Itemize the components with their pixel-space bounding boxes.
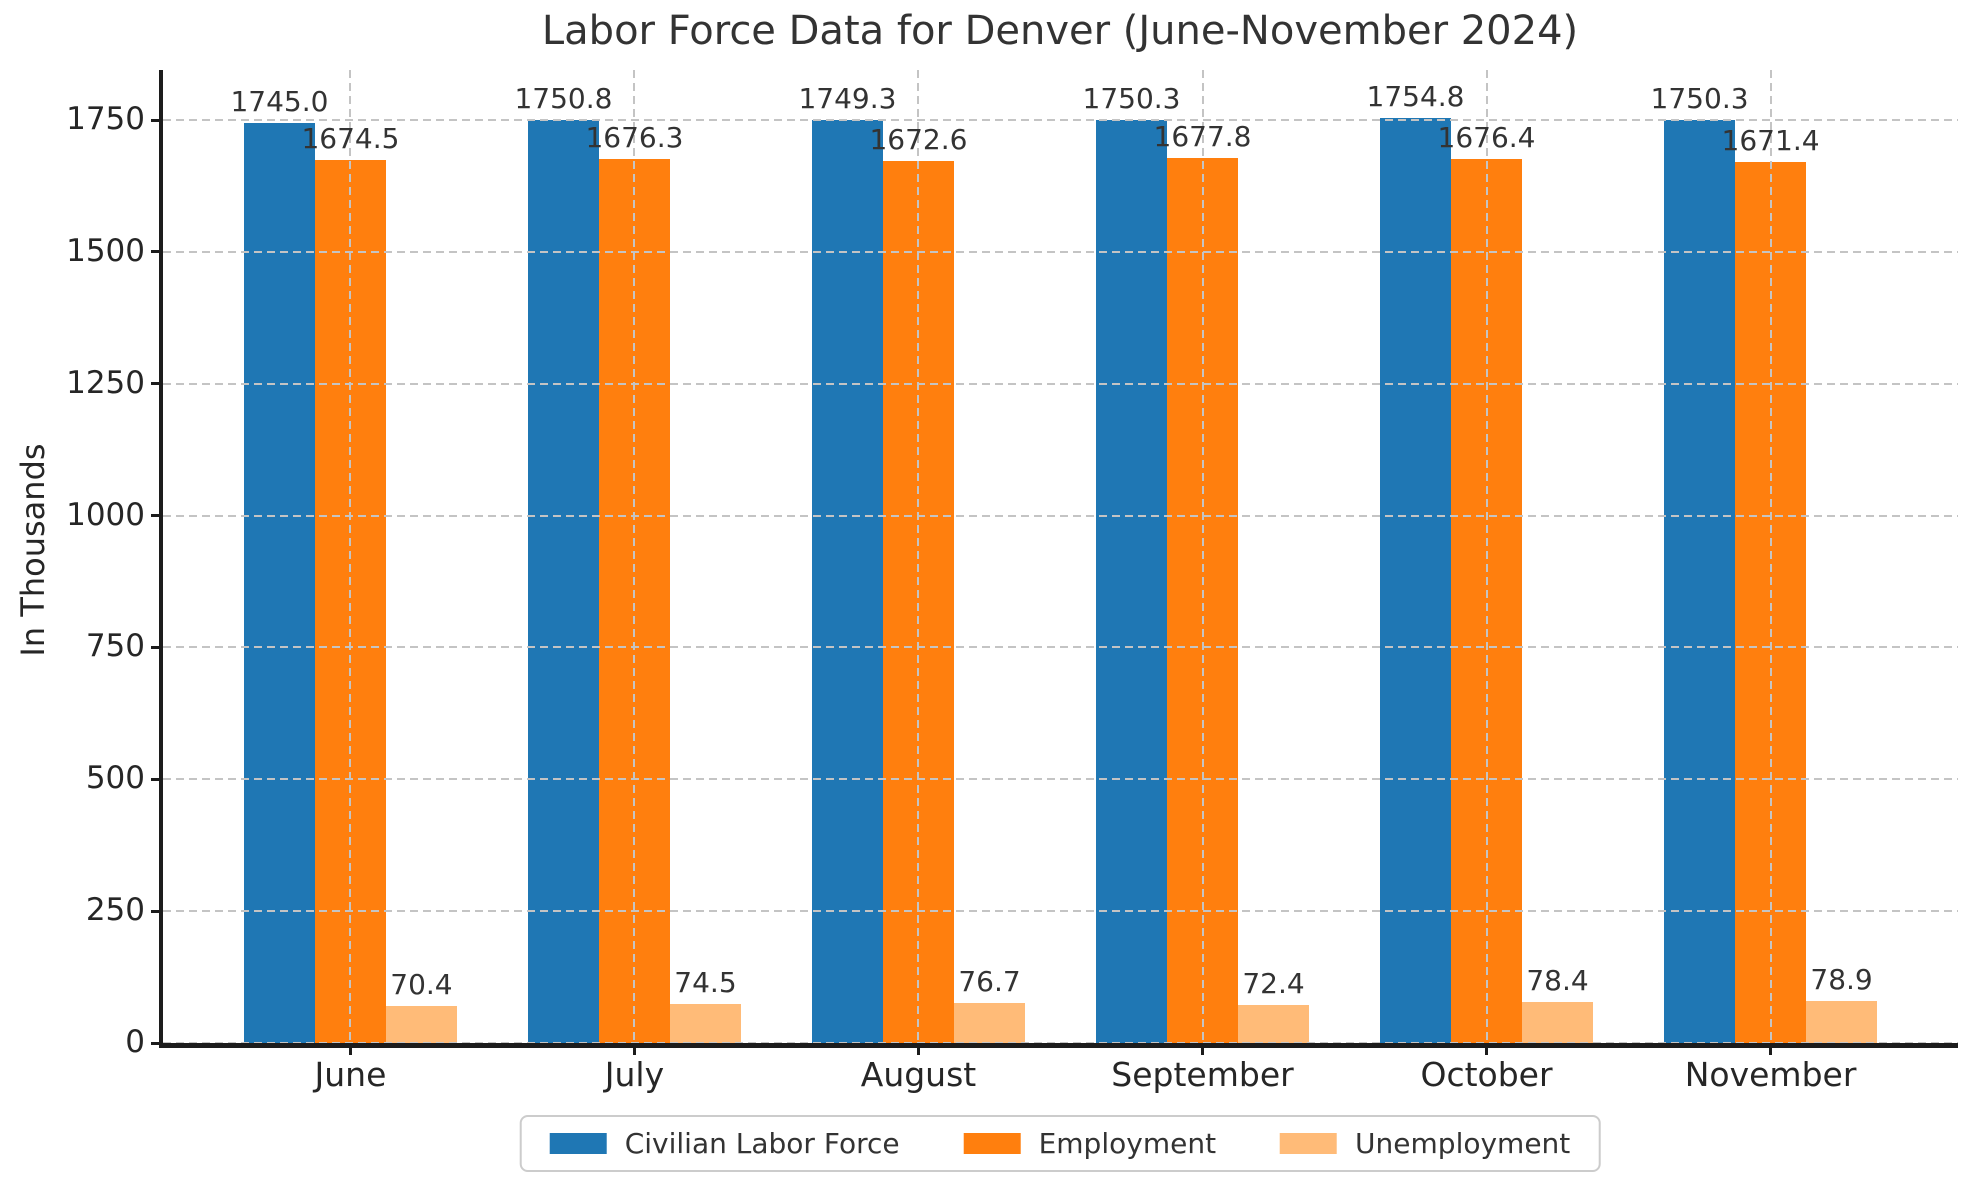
legend-item: Employment [963, 1127, 1217, 1160]
gridline-h [163, 910, 1958, 913]
x-tick-mark [1485, 1043, 1489, 1055]
bar-value-label: 1672.6 [869, 122, 968, 156]
bar-unemployment [1522, 1001, 1594, 1043]
x-tick-label: November [1684, 1055, 1857, 1094]
x-tick-label: October [1420, 1055, 1553, 1094]
y-tick-label: 0 [125, 1024, 145, 1060]
y-tick-mark [151, 1041, 163, 1045]
x-tick-label: August [860, 1055, 977, 1094]
bar-value-label: 74.5 [674, 965, 737, 999]
bar-value-label: 1676.3 [585, 120, 684, 154]
bar-value-label: 70.4 [390, 967, 453, 1001]
legend-swatch-icon [963, 1133, 1021, 1154]
x-tick-label: June [314, 1055, 387, 1094]
bar-unemployment [953, 1002, 1025, 1043]
x-tick-mark [348, 1043, 352, 1055]
y-tick-mark [151, 250, 163, 254]
bar-unemployment [669, 1003, 741, 1043]
y-axis-label: In Thousands [14, 443, 52, 657]
y-tick-label: 1750 [66, 101, 145, 138]
gridline-v [1201, 70, 1204, 1043]
bar-civilian-labor-force [1664, 119, 1736, 1043]
bar-value-label: 1745.0 [230, 84, 329, 118]
bar-value-label: 1750.3 [1650, 81, 1749, 115]
gridline-v [1769, 70, 1772, 1043]
bar-unemployment [1238, 1004, 1309, 1043]
gridline-h [163, 119, 1958, 122]
gridline-v [633, 70, 636, 1043]
y-tick-mark [151, 645, 163, 649]
y-tick-mark [151, 909, 163, 913]
gridline-h [163, 646, 1958, 649]
y-tick-label: 750 [85, 628, 145, 665]
y-tick-label: 250 [85, 892, 145, 929]
gridline-v [917, 70, 920, 1043]
legend: Civilian Labor Force Employment Unemployme… [519, 1115, 1601, 1172]
bar-civilian-labor-force [811, 120, 883, 1043]
legend-label: Employment [1038, 1127, 1217, 1160]
bar-unemployment [1806, 1001, 1878, 1043]
bar-value-label: 1671.4 [1721, 123, 1820, 157]
legend-item: Unemployment [1280, 1127, 1570, 1160]
bar-civilian-labor-force [1096, 119, 1167, 1043]
y-tick-mark [151, 118, 163, 122]
gridline-h [163, 514, 1958, 517]
bar-civilian-labor-force [1380, 117, 1452, 1043]
x-tick-mark [916, 1043, 920, 1055]
gridline-h [163, 778, 1958, 781]
bar-value-label: 1674.5 [301, 121, 400, 155]
legend-swatch-icon [1280, 1133, 1338, 1154]
bar-value-label: 1754.8 [1366, 79, 1465, 113]
bar-value-label: 1677.8 [1153, 120, 1252, 154]
y-tick-mark [151, 382, 163, 386]
bar-value-label: 78.9 [1810, 963, 1873, 997]
x-tick-mark [1769, 1043, 1773, 1055]
y-tick-mark [151, 514, 163, 518]
gridline-h [163, 382, 1958, 385]
bar-unemployment [385, 1005, 457, 1043]
legend-swatch-icon [549, 1133, 607, 1154]
gridline-v [349, 70, 352, 1043]
bar-value-label: 1749.3 [798, 82, 897, 116]
x-tick-label: July [604, 1055, 665, 1094]
gridline-v [1485, 70, 1488, 1043]
legend-item: Civilian Labor Force [549, 1127, 900, 1160]
legend-label: Unemployment [1355, 1127, 1571, 1160]
y-tick-label: 500 [85, 760, 145, 797]
bar-civilian-labor-force [527, 119, 599, 1043]
bar-value-label: 1676.4 [1437, 120, 1536, 154]
gridline-h [163, 250, 1958, 253]
bar-value-label: 1750.8 [514, 81, 613, 115]
chart-title: Labor Force Data for Denver (June-Novemb… [541, 8, 1579, 54]
bar-value-label: 1750.3 [1082, 81, 1181, 115]
x-tick-label: September [1111, 1055, 1294, 1094]
y-tick-label: 1000 [66, 496, 145, 533]
y-tick-mark [151, 777, 163, 781]
bar-value-label: 78.4 [1526, 963, 1589, 997]
axis-spine-left [159, 70, 163, 1048]
legend-label: Civilian Labor Force [624, 1127, 900, 1160]
bar-value-label: 72.4 [1242, 966, 1305, 1000]
bar-civilian-labor-force [243, 122, 315, 1043]
y-tick-label: 1500 [66, 232, 145, 269]
bar-value-label: 76.7 [958, 964, 1021, 998]
x-tick-mark [632, 1043, 636, 1055]
x-tick-mark [1201, 1043, 1204, 1055]
y-tick-label: 1250 [66, 364, 145, 401]
axis-spine-bottom [159, 1043, 1958, 1048]
